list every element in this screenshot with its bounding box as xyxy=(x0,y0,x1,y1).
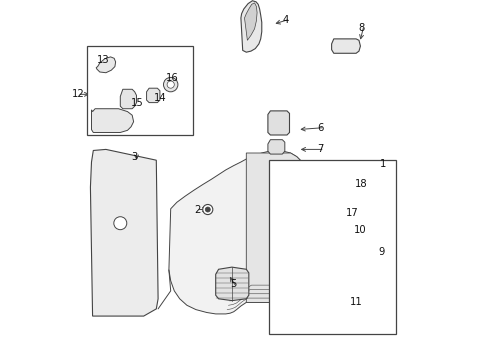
Text: 16: 16 xyxy=(166,73,179,84)
Bar xyxy=(268,160,395,334)
Polygon shape xyxy=(267,140,284,154)
Text: 1: 1 xyxy=(379,159,386,169)
Polygon shape xyxy=(320,203,337,224)
Polygon shape xyxy=(279,298,337,319)
Polygon shape xyxy=(331,39,360,53)
Text: 7: 7 xyxy=(316,144,323,154)
Text: 8: 8 xyxy=(358,23,364,33)
Text: 14: 14 xyxy=(153,93,166,103)
Polygon shape xyxy=(96,57,115,73)
Polygon shape xyxy=(168,150,303,314)
Text: 15: 15 xyxy=(131,98,143,108)
Polygon shape xyxy=(279,248,337,286)
Polygon shape xyxy=(215,267,248,301)
Text: 17: 17 xyxy=(345,208,357,218)
Polygon shape xyxy=(246,153,303,302)
Text: 3: 3 xyxy=(131,152,138,162)
Text: 13: 13 xyxy=(97,55,109,66)
Polygon shape xyxy=(90,149,158,316)
Circle shape xyxy=(167,81,174,88)
Text: 12: 12 xyxy=(72,89,84,99)
Polygon shape xyxy=(286,222,337,238)
Polygon shape xyxy=(244,3,257,40)
Circle shape xyxy=(114,217,126,230)
Polygon shape xyxy=(120,89,136,109)
Text: 6: 6 xyxy=(316,123,323,133)
Polygon shape xyxy=(91,109,133,132)
Polygon shape xyxy=(241,1,261,52)
Text: 2: 2 xyxy=(194,204,201,215)
Bar xyxy=(87,46,193,135)
Polygon shape xyxy=(146,88,160,103)
Polygon shape xyxy=(337,171,351,186)
Text: 9: 9 xyxy=(377,247,384,257)
Text: 18: 18 xyxy=(354,179,367,189)
Circle shape xyxy=(205,207,210,212)
Circle shape xyxy=(163,77,178,92)
Text: 5: 5 xyxy=(229,279,236,289)
Text: 4: 4 xyxy=(282,15,288,25)
Text: 11: 11 xyxy=(349,297,362,307)
Circle shape xyxy=(203,204,212,215)
Text: 10: 10 xyxy=(353,225,365,235)
Polygon shape xyxy=(267,111,289,135)
